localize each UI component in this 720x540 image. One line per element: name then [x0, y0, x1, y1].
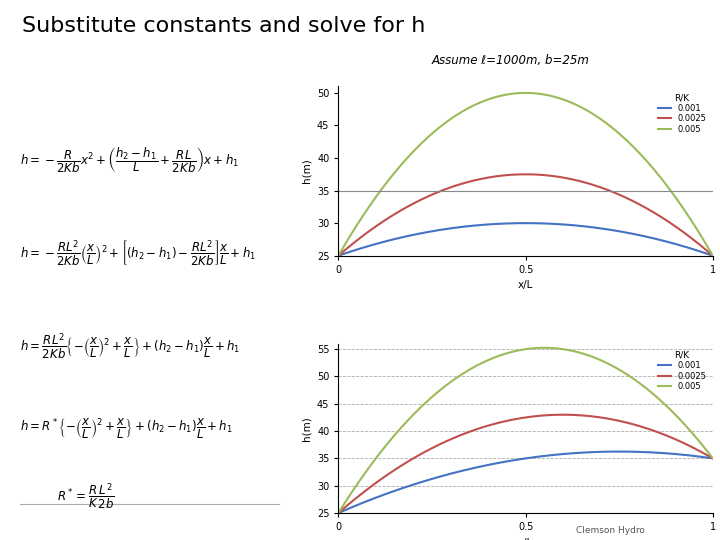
0.001 — [334, 510, 343, 516]
0.005 — [651, 168, 660, 174]
0.0025 — [334, 510, 343, 516]
0.0025 — [675, 226, 683, 232]
0.001 — [334, 252, 343, 259]
0.001 — [651, 449, 660, 456]
0.001 — [558, 221, 567, 228]
0.0025 — [557, 174, 566, 180]
0.005 — [558, 96, 567, 103]
Y-axis label: h(m): h(m) — [301, 416, 311, 441]
0.0025 — [336, 251, 344, 258]
0.0025 — [558, 411, 567, 418]
0.005 — [539, 345, 548, 351]
0.001 — [615, 448, 624, 455]
0.001 — [708, 252, 717, 259]
0.0025 — [708, 455, 717, 462]
0.0025 — [708, 252, 717, 259]
Line: 0.005: 0.005 — [338, 348, 713, 513]
0.005 — [557, 346, 566, 352]
Legend: 0.001, 0.0025, 0.005: 0.001, 0.0025, 0.005 — [656, 91, 708, 137]
0.0025 — [675, 437, 683, 444]
0.0025 — [557, 411, 566, 418]
0.005 — [522, 90, 531, 96]
Text: Assume ℓ=1000m, b=25m: Assume ℓ=1000m, b=25m — [432, 54, 590, 67]
Text: $h = R^*\left\{-\left(\dfrac{x}{L}\right)^2 + \dfrac{x}{L}\right\} + (h_2 - h_1): $h = R^*\left\{-\left(\dfrac{x}{L}\right… — [20, 416, 233, 440]
Text: Substitute constants and solve for h: Substitute constants and solve for h — [22, 16, 425, 36]
0.001 — [556, 451, 564, 457]
0.005 — [336, 508, 344, 514]
0.0025 — [564, 176, 573, 182]
0.005 — [558, 346, 567, 352]
0.001 — [336, 252, 344, 259]
0.001 — [675, 451, 683, 457]
Line: 0.001: 0.001 — [338, 223, 713, 255]
0.005 — [564, 98, 573, 105]
Line: 0.0025: 0.0025 — [338, 174, 713, 255]
Text: $h = -\dfrac{RL^2}{2Kb}\left(\dfrac{x}{L}\right)^2 + \left[(h_2 - h_1) - \dfrac{: $h = -\dfrac{RL^2}{2Kb}\left(\dfrac{x}{L… — [20, 239, 256, 268]
0.001 — [651, 235, 660, 242]
0.005 — [675, 415, 683, 422]
0.0025 — [564, 411, 573, 418]
Y-axis label: h(m): h(m) — [301, 159, 311, 184]
X-axis label: x/L: x/L — [518, 538, 534, 540]
Text: $R^* = \dfrac{R}{K}\dfrac{L^2}{2b}$: $R^* = \dfrac{R}{K}\dfrac{L^2}{2b}$ — [57, 482, 114, 512]
0.001 — [564, 221, 573, 228]
0.001 — [708, 455, 717, 462]
Text: $h = -\dfrac{R}{2Kb}x^2 + \left(\dfrac{h_2 - h_1}{L} + \dfrac{RL}{2Kb}\right)x +: $h = -\dfrac{R}{2Kb}x^2 + \left(\dfrac{h… — [20, 145, 239, 176]
0.001 — [521, 220, 529, 226]
X-axis label: x/L: x/L — [518, 280, 534, 291]
0.005 — [708, 455, 717, 462]
Text: $h = \dfrac{RL^2}{2Kb}\left\{-\left(\dfrac{x}{L}\right)^2 + \dfrac{x}{L}\right\}: $h = \dfrac{RL^2}{2Kb}\left\{-\left(\dfr… — [20, 332, 240, 362]
0.005 — [675, 199, 683, 205]
0.0025 — [521, 171, 529, 178]
0.005 — [334, 510, 343, 516]
0.0025 — [556, 411, 564, 418]
0.001 — [675, 242, 683, 248]
0.0025 — [336, 509, 344, 515]
0.005 — [336, 250, 344, 256]
0.0025 — [651, 210, 660, 217]
0.005 — [557, 96, 566, 102]
Line: 0.0025: 0.0025 — [338, 415, 713, 513]
0.001 — [557, 221, 566, 227]
0.001 — [336, 509, 344, 516]
0.005 — [651, 393, 660, 399]
Text: Clemson Hydro: Clemson Hydro — [576, 525, 645, 535]
0.001 — [557, 451, 566, 457]
0.0025 — [334, 252, 343, 259]
0.0025 — [651, 428, 660, 435]
0.005 — [708, 252, 717, 259]
0.001 — [563, 450, 572, 457]
0.005 — [564, 347, 573, 353]
Line: 0.001: 0.001 — [338, 451, 713, 513]
0.005 — [334, 252, 343, 259]
Legend: 0.001, 0.0025, 0.005: 0.001, 0.0025, 0.005 — [656, 348, 708, 394]
0.0025 — [558, 174, 567, 181]
Line: 0.005: 0.005 — [338, 93, 713, 255]
